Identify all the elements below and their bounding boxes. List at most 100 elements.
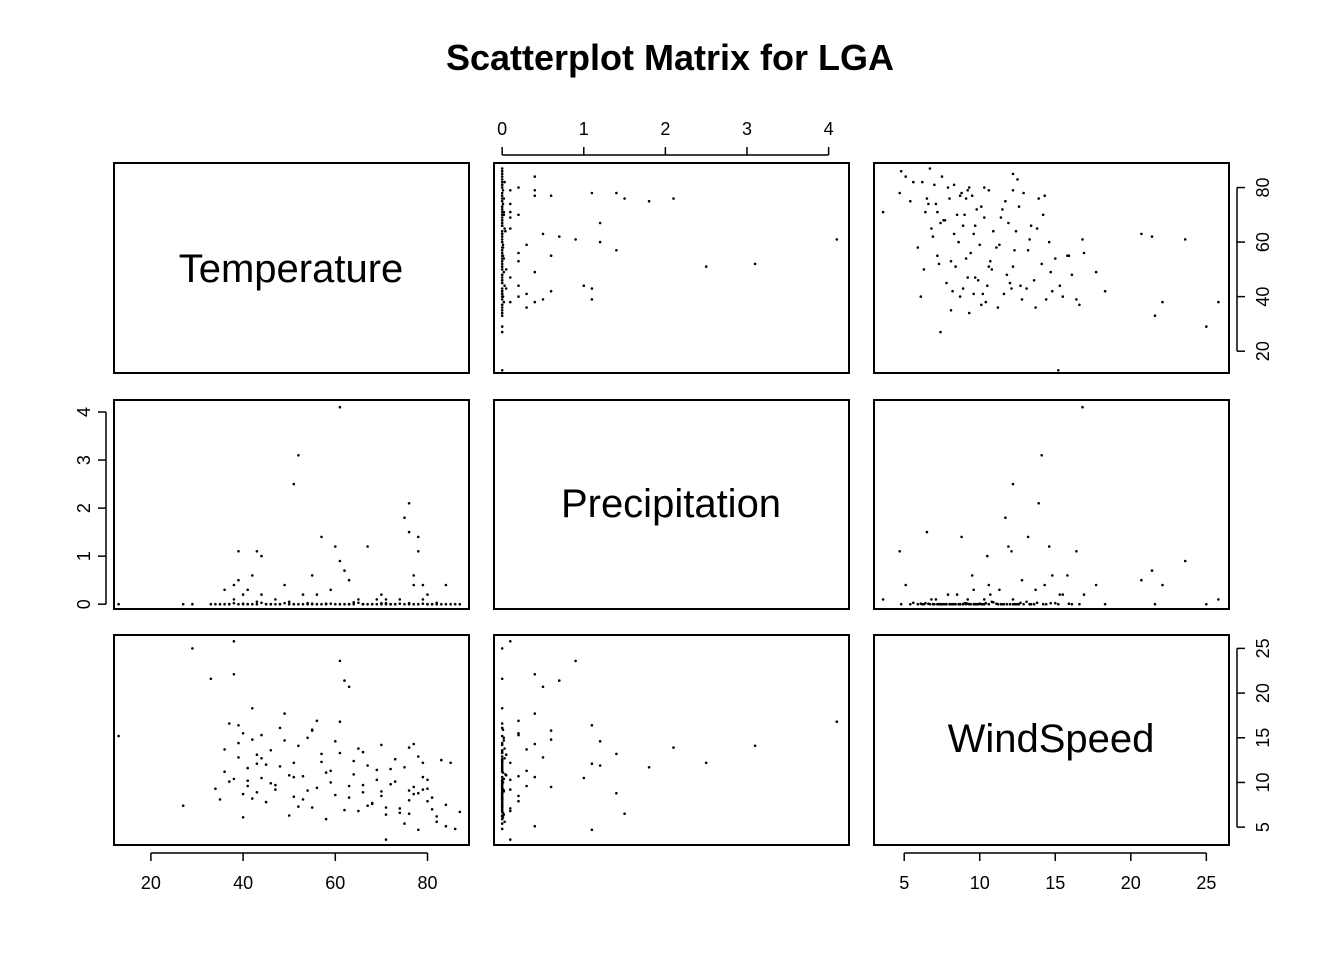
data-point — [525, 243, 528, 247]
data-point — [881, 598, 885, 601]
data-point — [925, 197, 929, 200]
data-point — [301, 602, 305, 606]
data-point — [338, 720, 342, 723]
data-point — [1103, 289, 1107, 293]
data-point — [237, 756, 240, 759]
data-point — [500, 221, 504, 225]
data-point — [412, 574, 416, 577]
data-point — [352, 759, 356, 763]
data-point — [403, 602, 406, 606]
data-point — [500, 273, 504, 277]
data-point — [366, 602, 369, 606]
data-point — [251, 707, 254, 710]
data-point — [925, 530, 929, 534]
data-point — [517, 774, 520, 778]
data-point — [421, 598, 425, 601]
data-point — [1094, 583, 1098, 587]
data-point — [223, 748, 226, 751]
data-point — [541, 232, 545, 236]
panel-frame-precipitation-vs-windspeed — [873, 399, 1230, 610]
data-point — [549, 785, 553, 789]
data-point — [500, 775, 504, 779]
data-point — [995, 246, 998, 249]
data-point — [209, 602, 213, 606]
data-point — [380, 794, 383, 798]
data-point — [980, 602, 983, 606]
data-point — [1011, 598, 1015, 601]
panel-frame-precipitation-vs-precipitation — [493, 399, 850, 610]
data-point — [375, 598, 379, 601]
data-point — [320, 752, 323, 756]
data-point — [389, 767, 392, 771]
tick-label-left-precipitation: 0 — [74, 599, 94, 609]
data-point — [338, 559, 342, 563]
data-point — [407, 502, 411, 505]
data-point — [1037, 502, 1040, 505]
data-point — [500, 369, 504, 372]
data-point — [1035, 227, 1039, 230]
data-point — [1001, 208, 1004, 211]
data-point — [1057, 602, 1060, 606]
data-point — [949, 602, 953, 606]
data-point — [1016, 602, 1019, 606]
data-point — [1061, 593, 1065, 596]
data-point — [246, 779, 249, 782]
data-point — [500, 229, 504, 233]
data-point — [1004, 516, 1007, 519]
data-point — [980, 205, 983, 208]
data-point — [987, 265, 991, 268]
data-point — [996, 306, 1000, 309]
data-point — [384, 838, 388, 841]
data-point — [930, 598, 933, 601]
data-point — [1037, 197, 1040, 200]
data-point — [1047, 545, 1051, 548]
data-point — [509, 276, 512, 279]
data-point — [943, 602, 947, 606]
data-point — [500, 808, 504, 811]
data-point — [370, 602, 374, 606]
data-point — [214, 602, 217, 606]
data-point — [517, 251, 520, 255]
matrix-layer: 20 40 60 80 5 10 15 20 250 1 2 3 4012342040608051015… — [74, 119, 1273, 893]
tick-label-bottom-windspeed: 15 — [1045, 873, 1065, 893]
data-point — [1044, 298, 1048, 301]
data-point — [921, 180, 924, 184]
data-point — [1067, 254, 1071, 257]
data-point — [1058, 284, 1062, 288]
data-point — [421, 788, 425, 791]
data-point — [960, 191, 963, 195]
data-point — [500, 768, 504, 772]
data-point — [961, 287, 965, 290]
data-point — [357, 601, 360, 605]
data-point — [1153, 602, 1157, 606]
data-point — [264, 602, 268, 606]
data-point — [928, 167, 932, 170]
data-point — [501, 295, 505, 298]
data-point — [500, 647, 504, 650]
data-point — [503, 284, 506, 288]
data-point — [533, 300, 537, 304]
data-point — [315, 602, 319, 606]
data-point — [361, 791, 365, 794]
data-point — [430, 796, 434, 799]
data-point — [440, 602, 443, 606]
data-point — [1067, 602, 1071, 605]
data-point — [753, 744, 757, 748]
data-point — [502, 789, 506, 792]
data-point — [1005, 273, 1009, 277]
data-point — [449, 761, 452, 765]
data-point — [916, 602, 920, 606]
tick-label-top-precipitation: 1 — [579, 119, 589, 139]
tick-label-bottom-windspeed: 5 — [899, 873, 909, 893]
data-point — [989, 259, 992, 263]
data-point — [952, 183, 956, 187]
data-point — [500, 191, 504, 195]
data-point — [999, 216, 1003, 219]
data-point — [936, 602, 939, 606]
data-point — [324, 602, 328, 605]
data-point — [426, 778, 429, 782]
data-point — [1040, 262, 1043, 266]
data-point — [417, 602, 420, 606]
data-point — [504, 268, 508, 271]
data-point — [525, 748, 528, 751]
